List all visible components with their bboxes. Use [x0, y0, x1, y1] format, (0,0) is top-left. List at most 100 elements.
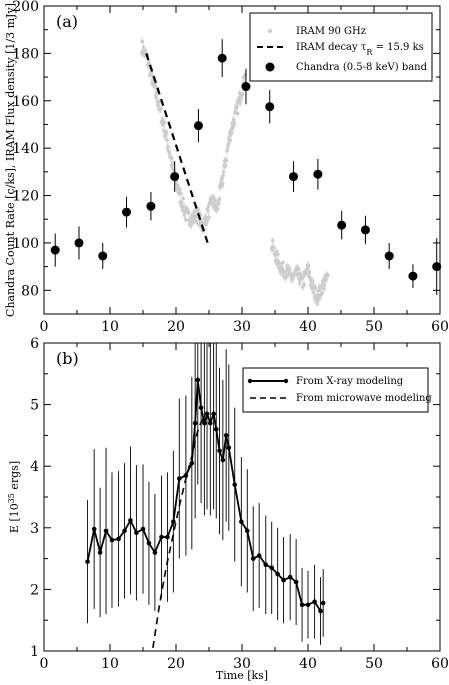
legend-decay-label: IRAM decay τR = 15.9 ks: [296, 42, 424, 57]
iram-point: [225, 148, 230, 152]
iram-point: [243, 72, 248, 77]
iram-point: [182, 204, 186, 209]
xray-point: [140, 526, 146, 532]
iram-point: [162, 128, 166, 133]
xray-point: [226, 445, 232, 451]
xray-point: [122, 528, 127, 534]
panel-a-x-tick-label: 30: [233, 319, 251, 335]
panel-a-y-tick-label: 100: [12, 236, 39, 252]
iram-point: [228, 138, 233, 143]
legend-chandra-label: Chandra (0.5-8 keV) band: [296, 62, 428, 73]
iram-point: [164, 130, 169, 134]
iram-point: [195, 220, 200, 224]
iram-point: [232, 122, 237, 127]
iram-point: [178, 191, 183, 196]
iram-point: [186, 211, 191, 215]
iram-point: [159, 107, 163, 111]
panel-a-legend: IRAM 90 GHz IRAM decay τR = 15.9 ks Chan…: [249, 12, 433, 82]
chandra-point: [288, 172, 298, 182]
xray-point: [244, 528, 250, 534]
xray-point: [183, 473, 189, 478]
panel-b-y-tick-label: 1: [30, 644, 39, 660]
xray-point: [263, 562, 269, 568]
iram-point: [221, 170, 226, 174]
iram-point: [179, 200, 184, 205]
panel-b-x-tick-label: 10: [101, 656, 119, 672]
iram-point: [215, 207, 220, 211]
iram-point: [221, 173, 225, 178]
xray-point: [223, 433, 229, 438]
panel-b-x-tick-label: 20: [167, 656, 185, 672]
iram-decay-line: [145, 53, 209, 244]
xray-point: [299, 602, 305, 608]
iram-point: [175, 183, 180, 188]
iram-point: [240, 92, 245, 97]
iram-point: [162, 120, 167, 125]
panel-a-label: (a): [56, 12, 78, 31]
panel-b-axes: 0 10 20 30 40 50 60 1 2 3 4 5 6: [30, 336, 449, 672]
legend-xray-dot-right: [283, 378, 289, 384]
chandra-point: [313, 169, 323, 179]
panel-b-y-axis-label: E [1035 ergs]: [7, 461, 22, 533]
xray-point: [275, 571, 280, 577]
iram-point: [217, 197, 222, 202]
xray-point: [134, 530, 139, 536]
iram-point: [302, 282, 307, 287]
chandra-point: [193, 121, 203, 131]
panel-b-x-tick-label: 40: [299, 656, 317, 672]
legend-xray-label: From X-ray modeling: [296, 376, 404, 387]
xray-point: [152, 550, 158, 555]
panel-b-y-tick-label: 3: [30, 521, 39, 537]
last-point: [320, 600, 326, 606]
iram-point: [322, 287, 326, 291]
chandra-point: [217, 53, 227, 63]
xray-point: [256, 553, 262, 558]
panel-b-label: (b): [56, 349, 79, 368]
panel-a-x-tick-label: 0: [40, 319, 49, 335]
iram-point: [276, 252, 280, 257]
chandra-point: [50, 245, 60, 255]
legend-chandra-marker: [265, 62, 275, 72]
xray-point: [103, 528, 109, 534]
iram-point: [224, 158, 229, 163]
panel-b-legend: From X-ray modeling From microwave model…: [242, 367, 432, 413]
panel-b-x-tick-label: 50: [365, 656, 383, 672]
iram-point: [235, 111, 240, 116]
xray-point: [198, 405, 204, 410]
iram-point: [272, 245, 276, 250]
xray-point: [159, 534, 164, 540]
xray-point: [213, 426, 219, 432]
panel-a-y-tick-label: 180: [12, 46, 39, 62]
panel-a-y-axis-label: Chandra Count Rate [c/ks], IRAM Flux den…: [4, 3, 17, 317]
legend-xray-dot-left: [247, 378, 253, 384]
chandra-point: [241, 82, 251, 92]
panel-b-x-tick-label: 0: [40, 656, 49, 672]
xray-point: [195, 377, 201, 383]
iram-point: [153, 83, 158, 88]
chandra-point: [98, 251, 108, 261]
chandra-point: [122, 207, 131, 217]
iram-point: [157, 100, 162, 104]
iram-point: [320, 291, 324, 296]
chandra-point: [337, 220, 347, 230]
iram-point: [232, 119, 236, 123]
xray-point: [202, 420, 207, 426]
iram-point: [170, 161, 175, 166]
panel-a-y-tick-label: 140: [12, 141, 39, 157]
xray-point: [97, 550, 103, 555]
iram-point: [223, 164, 228, 168]
xray-point: [204, 411, 210, 417]
iram-point: [165, 138, 169, 143]
panel-a-y-tick-label: 80: [21, 283, 39, 299]
panel-a-x-tick-label: 20: [167, 319, 185, 335]
iram-point: [313, 286, 318, 290]
xray-point: [91, 526, 97, 532]
panel-a-x-tick-label: 60: [431, 319, 449, 335]
xray-point: [269, 565, 275, 571]
iram-point: [317, 296, 322, 300]
xray-point: [165, 534, 170, 540]
iram-point: [140, 39, 144, 44]
xray-point: [239, 519, 244, 524]
xray-point: [189, 460, 195, 466]
iram-point: [287, 266, 292, 271]
